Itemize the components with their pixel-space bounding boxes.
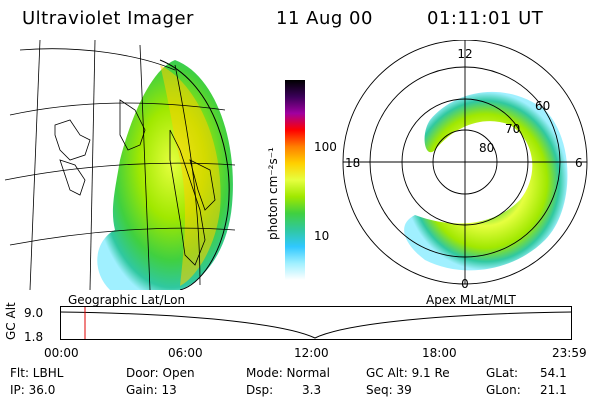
altitude-ylabel: GC Alt (4, 302, 18, 340)
polar-plot: 12 18 6 0 60 70 80 (342, 40, 588, 290)
geographic-map (4, 40, 236, 290)
xtick-2359: 23:59 (552, 346, 587, 360)
polar-aurora-oval (404, 91, 568, 271)
gain-info: Gain: 13 (126, 383, 177, 397)
glon-label: GLon: (486, 383, 521, 397)
colorbar-tick-10: 10 (314, 229, 330, 243)
xtick-1200: 12:00 (294, 346, 329, 360)
dsp-label: Dsp: (246, 383, 274, 397)
mlt-label-6: 6 (575, 156, 583, 170)
xtick-1800: 18:00 (422, 346, 457, 360)
app-title: Ultraviolet Imager (22, 8, 194, 29)
polar-grid (342, 40, 588, 285)
apex-panel-label: Apex MLat/MLT (426, 293, 516, 307)
dsp-value: 3.3 (302, 383, 322, 397)
mode-info: Mode: Normal (246, 366, 330, 380)
color-scale-bar (285, 80, 305, 280)
mlt-label-12: 12 (457, 47, 472, 61)
ip-info: IP: 36.0 (10, 383, 56, 397)
colorbar-tick-100: 100 (314, 140, 337, 154)
glat-label: GLat: (486, 366, 519, 380)
gcalt-info: GC Alt: 9.1 Re (366, 366, 450, 380)
lat-label-70: 70 (505, 122, 520, 136)
altitude-ytick-low: 1.8 (24, 330, 44, 344)
colorbar-unit-label: photon cm⁻²s⁻¹ (266, 147, 280, 240)
xtick-0600: 06:00 (168, 346, 203, 360)
altitude-timeline (60, 306, 572, 340)
lat-lon-grid (4, 40, 236, 290)
xtick-0000: 00:00 (44, 346, 79, 360)
flt-info: Flt: LBHL (10, 366, 64, 380)
earth-limb (159, 59, 230, 290)
mlt-label-0: 0 (461, 277, 469, 290)
lat-label-60: 60 (535, 99, 550, 113)
time-label: 01:11:01 UT (427, 8, 544, 29)
glat-value: 54.1 (540, 366, 567, 380)
altitude-ytick-high: 9.0 (24, 306, 44, 320)
geographic-panel-label: Geographic Lat/Lon (68, 293, 186, 307)
date-label: 11 Aug 00 (276, 8, 373, 29)
door-info: Door: Open (126, 366, 195, 380)
mlt-label-18: 18 (345, 156, 360, 170)
lat-label-80: 80 (479, 141, 494, 155)
seq-info: Seq: 39 (366, 383, 412, 397)
glon-value: 21.1 (540, 383, 567, 397)
coastlines (54, 99, 216, 266)
